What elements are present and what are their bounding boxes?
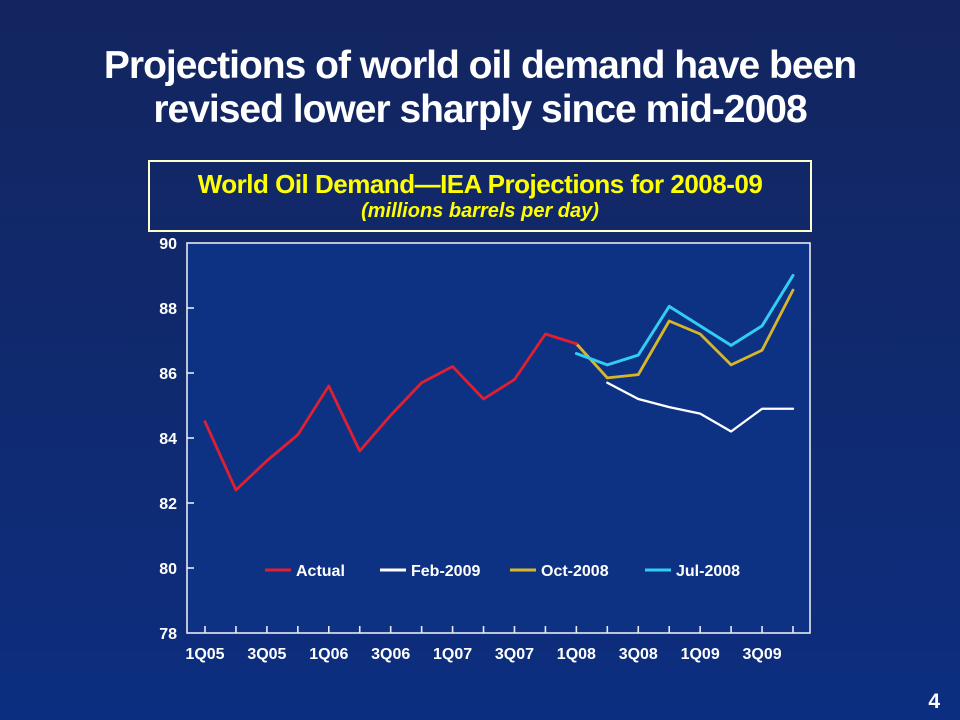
y-axis-label: 86 — [159, 366, 177, 383]
chart-title: World Oil Demand—IEA Projections for 200… — [197, 169, 763, 199]
legend-label-oct-2008: Oct-2008 — [541, 563, 609, 580]
y-axis-label: 80 — [159, 561, 177, 578]
slide-title-line1: Projections of world oil demand have bee… — [103, 44, 857, 87]
x-axis-label: 1Q05 — [185, 646, 224, 663]
legend-label-actual: Actual — [296, 563, 345, 580]
chart-title-box: World Oil Demand—IEA Projections for 200… — [148, 160, 812, 232]
page-number: 4 — [928, 690, 940, 713]
y-axis-label: 82 — [159, 496, 177, 513]
x-axis-label: 3Q05 — [247, 646, 286, 663]
chart-subtitle: (millions barrels per day) — [361, 200, 599, 222]
plot-area — [186, 242, 811, 634]
series-line-feb-2009 — [606, 381, 795, 433]
legend-label-jul-2008: Jul-2008 — [676, 563, 740, 580]
series-line-actual — [203, 332, 578, 492]
y-axis-label: 88 — [159, 301, 177, 318]
x-axis-label: 1Q08 — [557, 646, 596, 663]
x-axis-label: 1Q07 — [433, 646, 472, 663]
y-axis-label: 84 — [159, 431, 177, 448]
series-line-jul-2008 — [574, 274, 795, 367]
y-axis-label: 78 — [159, 626, 177, 643]
series-line-oct-2008 — [574, 288, 795, 380]
slide-title-line2: revised lower sharply since mid-2008 — [153, 88, 807, 131]
x-axis-label: 3Q08 — [619, 646, 658, 663]
x-axis-label: 1Q06 — [309, 646, 348, 663]
slide-title: Projections of world oil demand have bee… — [0, 44, 960, 132]
legend-label-feb-2009: Feb-2009 — [411, 563, 480, 580]
x-axis-label: 1Q09 — [681, 646, 720, 663]
x-axis-label: 3Q09 — [742, 646, 781, 663]
x-axis-label: 3Q06 — [371, 646, 410, 663]
y-axis-label: 90 — [159, 236, 177, 253]
x-axis-label: 3Q07 — [495, 646, 534, 663]
